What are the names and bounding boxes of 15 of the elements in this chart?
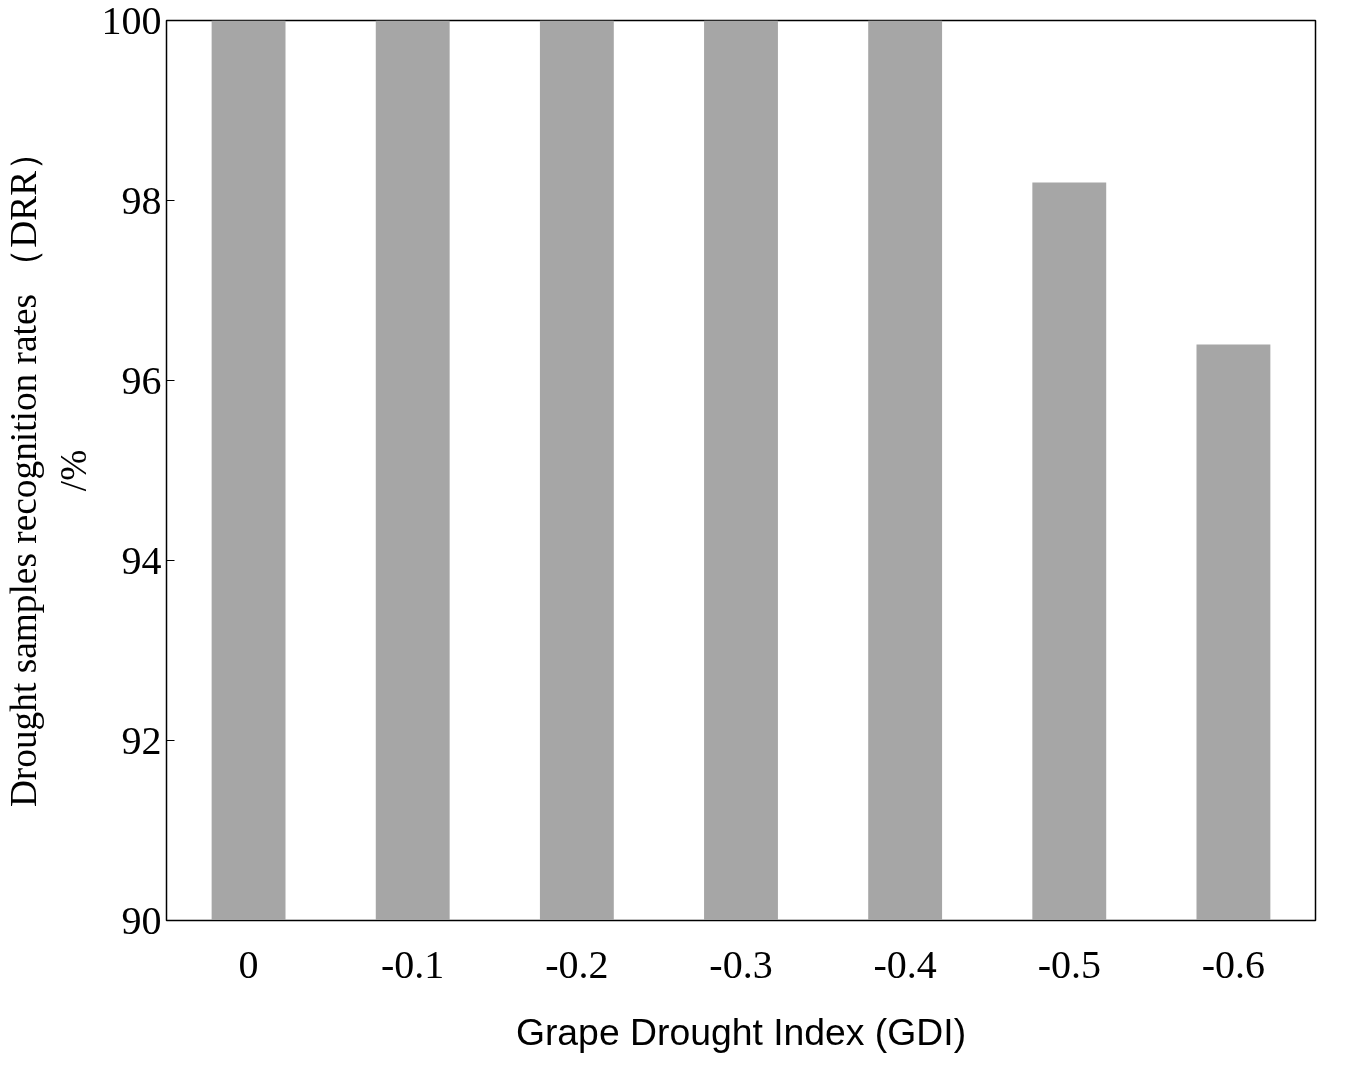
y-tick-label: 92 — [121, 717, 162, 763]
x-tick-label: 0 — [238, 941, 259, 987]
y-tick-label: 94 — [121, 537, 162, 583]
y-axis-title: Drought samples recognition rates （DRR） /% — [3, 133, 94, 808]
x-axis-title: Grape Drought Index (GDI) — [515, 1010, 967, 1053]
y-tick-label: 90 — [121, 897, 162, 943]
x-tick-label: -0.2 — [545, 941, 609, 987]
y-tick-label: 98 — [121, 177, 162, 223]
x-tick-label: -0.4 — [873, 941, 937, 987]
y-tick-label: 100 — [101, 0, 162, 43]
x-tick-label: -0.1 — [381, 941, 445, 987]
x-tick-label: -0.5 — [1037, 941, 1101, 987]
y-tick-label: 96 — [121, 357, 162, 403]
x-tick-label: -0.6 — [1201, 941, 1266, 987]
x-tick-label: -0.3 — [709, 941, 773, 987]
